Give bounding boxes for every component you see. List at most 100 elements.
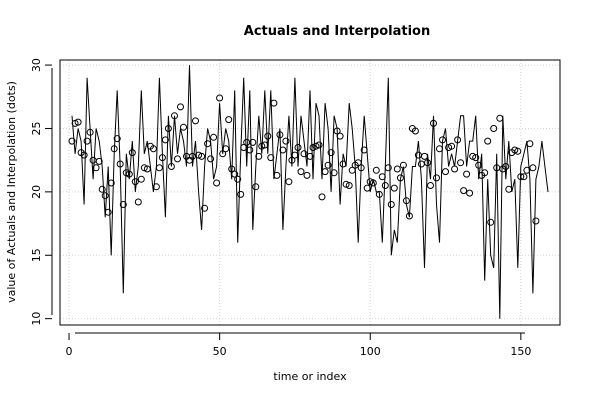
data-point [155,164,163,172]
data-point [210,133,218,141]
data-point [231,170,239,178]
data-point [342,180,350,188]
data-point [249,138,257,146]
data-point [505,185,513,193]
data-point [354,159,362,167]
data-point [294,144,302,151]
data-point [243,138,251,146]
data-point [285,178,293,186]
data-point [472,154,480,162]
data-point [411,127,419,135]
data-point [399,161,407,169]
data-point [517,173,525,181]
data-point [481,169,489,177]
data-point [303,171,311,179]
data-point [318,193,326,201]
data-point [164,125,172,132]
data-point [98,185,106,193]
data-point [487,218,495,226]
data-point [396,174,404,182]
data-point [207,155,215,163]
data-point [366,178,374,186]
y-tick-label: 25 [30,121,43,135]
data-point [237,190,245,198]
data-point [267,154,275,162]
data-point [279,146,287,154]
data-point [83,137,91,145]
data-point [460,187,468,195]
data-point [68,137,76,145]
data-point [433,174,440,182]
data-point [161,136,169,144]
data-point [439,136,446,144]
plot-area [68,65,549,319]
data-point [95,157,103,165]
data-point [375,190,383,198]
data-point [381,182,389,189]
data-point [526,140,534,148]
data-point [282,137,290,145]
data-point [128,149,136,157]
data-point [261,141,269,149]
data-point [204,140,212,148]
data-point [315,141,323,149]
x-tick-label: 0 [66,345,73,358]
data-point [252,183,260,191]
data-point [514,147,522,155]
data-point [198,152,206,160]
y-tick-label: 10 [30,312,43,326]
y-tick-label: 15 [30,248,43,262]
data-point [405,212,413,220]
data-point [348,166,356,174]
data-point [134,198,142,206]
data-point [201,204,209,212]
data-point [228,165,236,173]
data-point [457,159,465,167]
data-point [213,179,221,187]
data-point [402,197,410,205]
y-tick-label: 30 [30,58,43,72]
data-point [104,208,112,216]
data-point [171,112,178,120]
data-point [264,132,272,140]
data-point [174,155,181,163]
data-point [240,144,248,151]
data-point [113,135,121,143]
data-point [297,168,305,176]
data-point [288,156,296,164]
data-point [330,169,338,177]
data-point [451,165,459,173]
data-point [216,94,224,102]
data-point [336,132,344,140]
data-point [119,201,127,208]
data-point [110,145,118,153]
plot-frame [59,59,561,326]
data-point [475,161,483,169]
data-point [167,163,175,170]
data-point [369,179,377,187]
data-point [520,173,528,181]
data-point [490,125,498,132]
chart-title: Actuals and Interpolation [244,24,430,39]
data-point [158,154,166,162]
y-axis-label: value of Actuals and Interpolation (dots… [5,81,18,303]
data-point [89,156,97,164]
data-point [300,150,308,158]
data-point [101,192,109,200]
data-point [523,166,531,174]
data-point [273,171,281,179]
data-point [529,164,537,172]
data-point [463,170,471,178]
data-point [222,145,230,153]
data-point [393,165,401,173]
data-point [502,163,510,170]
data-point [360,146,368,154]
data-point [246,146,254,154]
data-point [306,152,314,160]
data-point [427,182,434,189]
data-point [152,183,160,191]
data-point [448,142,456,150]
data-point [454,136,462,144]
axes: 0 50 100 150 10 15 20 25 30 [30,58,531,358]
